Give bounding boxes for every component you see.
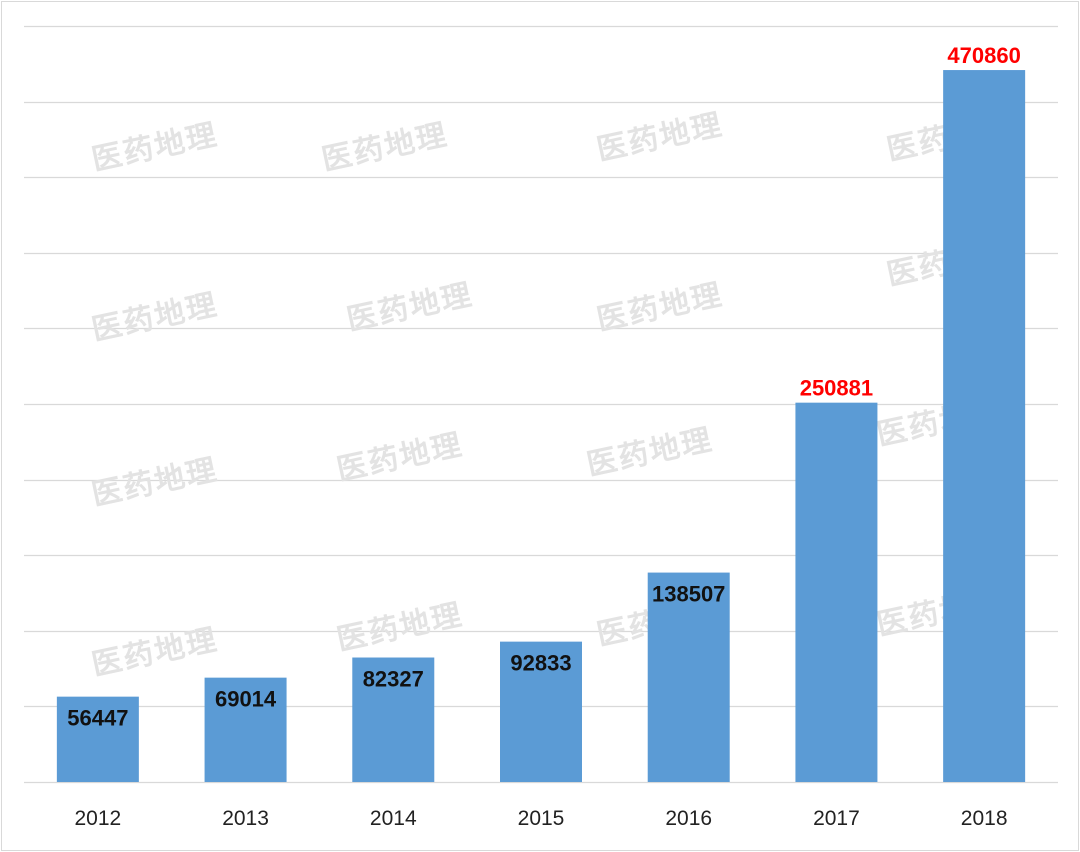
x-axis-tick-labels: 2012 2013 2014 2015 2016 2017 2018 — [74, 807, 1007, 830]
data-labels: 56447 69014 82327 92833 138507 250881 470860 — [67, 43, 1021, 731]
x-tick-2014: 2014 — [370, 807, 417, 830]
bar-2016 — [647, 572, 730, 782]
bar-2014 — [352, 657, 435, 782]
watermark-text: 医药地理 — [89, 452, 221, 513]
data-label-2018: 470860 — [947, 43, 1020, 68]
bar-2017 — [795, 402, 878, 782]
x-tick-2015: 2015 — [518, 807, 565, 830]
watermark-text: 医药地理 — [334, 427, 466, 488]
bar-2013 — [204, 677, 287, 782]
data-label-2014: 82327 — [363, 667, 424, 692]
x-tick-2012: 2012 — [74, 807, 121, 830]
watermark-text: 医药地理 — [89, 287, 221, 348]
data-label-2016: 138507 — [652, 582, 725, 607]
gridlines — [24, 25, 1058, 784]
watermark-text: 医药地理 — [89, 117, 221, 178]
x-tick-2018: 2018 — [961, 807, 1008, 830]
watermark-text: 医药地理 — [584, 422, 716, 483]
x-tick-2013: 2013 — [222, 807, 269, 830]
data-label-2013: 69014 — [215, 687, 277, 712]
bar-2012 — [56, 696, 139, 782]
x-tick-2017: 2017 — [813, 807, 860, 830]
watermark-text: 医药地理 — [319, 117, 451, 178]
data-label-2017: 250881 — [800, 376, 873, 401]
watermark-text: 医药地理 — [594, 107, 726, 168]
data-label-2015: 92833 — [510, 651, 571, 676]
bar-2018 — [943, 70, 1026, 782]
watermark-text: 医药地理 — [334, 597, 466, 658]
bar-2015 — [500, 641, 582, 782]
x-tick-2016: 2016 — [665, 807, 712, 830]
data-label-2012: 56447 — [67, 706, 128, 731]
bars — [56, 70, 1026, 782]
